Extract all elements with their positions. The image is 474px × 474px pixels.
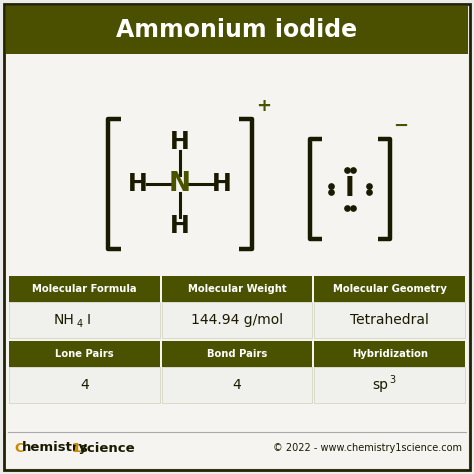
Text: Lone Pairs: Lone Pairs: [55, 349, 114, 359]
Text: 4: 4: [76, 319, 82, 329]
Bar: [9, 276, 160, 302]
Text: © 2022 - www.chemistry1science.com: © 2022 - www.chemistry1science.com: [273, 443, 462, 453]
Text: Tetrahedral: Tetrahedral: [350, 313, 429, 327]
Bar: [314, 341, 465, 367]
Bar: [314, 276, 465, 302]
Text: Molecular Weight: Molecular Weight: [188, 284, 286, 294]
Text: Ammonium iodide: Ammonium iodide: [117, 18, 357, 42]
Text: 4: 4: [233, 378, 241, 392]
Text: H: H: [170, 130, 190, 154]
Text: I: I: [86, 313, 91, 327]
Text: hemistry: hemistry: [21, 441, 88, 455]
Text: sp: sp: [373, 378, 389, 392]
Text: NH: NH: [54, 313, 74, 327]
Bar: [9, 341, 160, 367]
Bar: [314, 302, 465, 338]
Text: H: H: [170, 214, 190, 238]
Bar: [9, 367, 160, 403]
Text: Molecular Geometry: Molecular Geometry: [333, 284, 447, 294]
Text: −: −: [393, 117, 408, 135]
Text: C: C: [14, 441, 24, 455]
Text: 3: 3: [390, 375, 396, 385]
Text: Hybridization: Hybridization: [352, 349, 428, 359]
Bar: [162, 276, 312, 302]
Bar: [162, 302, 312, 338]
Text: H: H: [212, 172, 232, 196]
Bar: [9, 302, 160, 338]
Text: 144.94 g/mol: 144.94 g/mol: [191, 313, 283, 327]
Text: N: N: [169, 171, 191, 197]
Bar: [314, 367, 465, 403]
Bar: [162, 367, 312, 403]
Text: I: I: [345, 176, 355, 202]
Text: Bond Pairs: Bond Pairs: [207, 349, 267, 359]
Text: science: science: [80, 441, 135, 455]
Text: Molecular Formula: Molecular Formula: [32, 284, 137, 294]
Bar: [6, 6, 468, 54]
Bar: [162, 341, 312, 367]
Text: +: +: [256, 97, 271, 115]
Text: 1: 1: [72, 441, 81, 455]
Text: H: H: [128, 172, 148, 196]
Text: 4: 4: [80, 378, 89, 392]
